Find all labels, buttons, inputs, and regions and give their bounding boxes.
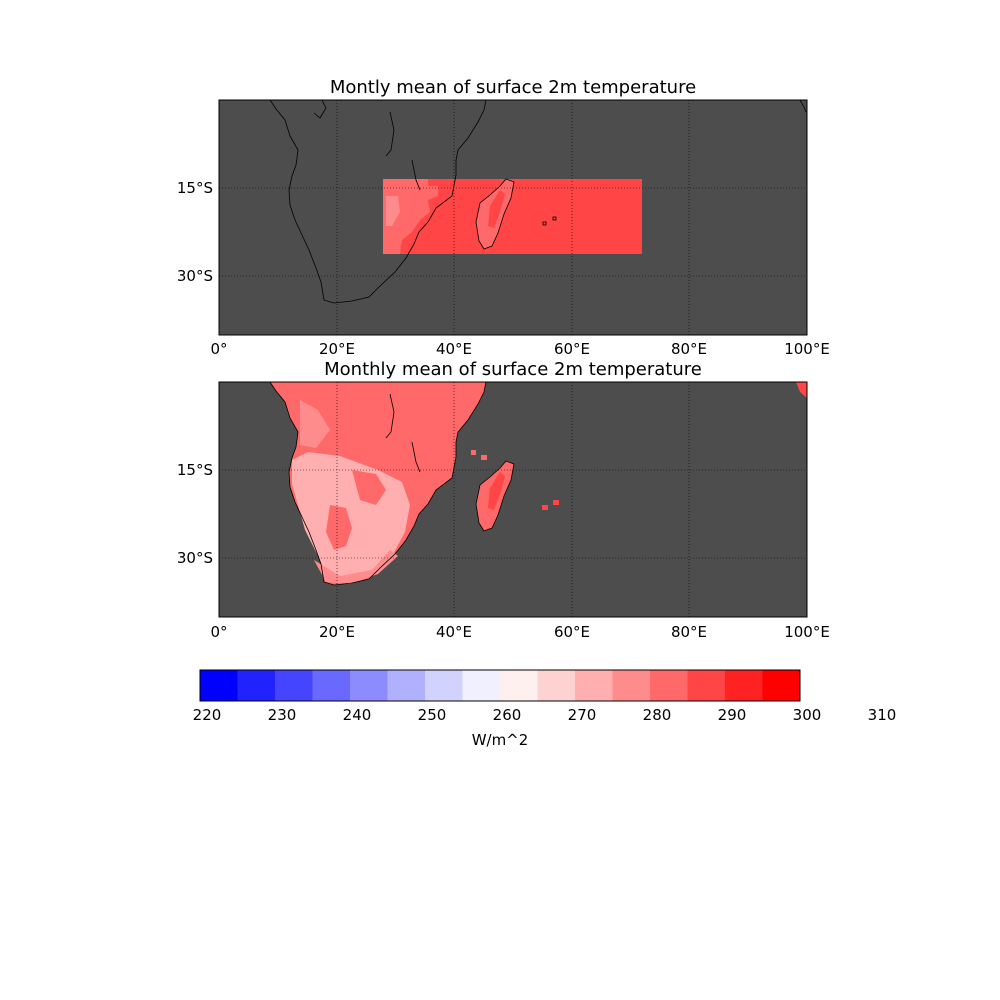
map-panel-1: Montly mean of surface 2m temperature: [177, 77, 830, 358]
field-africa-warm-pocket-1: [326, 505, 352, 550]
colorbar-tick-label: 240: [343, 706, 372, 724]
panel-1-lat-label-30s: 30°S: [177, 267, 213, 285]
colorbar-tick-label: 250: [418, 706, 447, 724]
colorbar-swatch: [312, 670, 351, 701]
field-comoros-1: [471, 450, 476, 455]
colorbar-swatch: [462, 670, 501, 701]
panel-1-frame: [218, 99, 808, 336]
colorbar-swatch: [650, 670, 688, 701]
panel-2-temperature-field: [270, 382, 807, 585]
colorbar-swatch: [200, 670, 238, 701]
colorbar-swatch: [425, 670, 463, 701]
colorbar-tick-label: 260: [493, 706, 522, 724]
panel-1-title: Montly mean of surface 2m temperature: [330, 77, 696, 98]
field-mascarene-2: [553, 500, 559, 505]
africa-coastline-2: [269, 382, 487, 586]
panel-2-frame: [218, 381, 808, 618]
mascarene-islands: [542, 216, 557, 226]
panel-2-lon-label-0: 0°: [210, 623, 227, 641]
colorbar-tick-label: 280: [643, 706, 672, 724]
colorbar-tick-label: 230: [268, 706, 297, 724]
map-panel-2: Monthly mean of surface 2m temperature: [177, 359, 830, 641]
colorbar: 220 230 240 250 260 270 280 290 300 310 W/m^2: [193, 669, 897, 749]
colorbar-swatch: [387, 670, 426, 701]
colorbar-label: W/m^2: [472, 731, 529, 749]
colorbar-tick-label: 310: [868, 706, 897, 724]
panel-2-lat-label-30s: 30°S: [177, 549, 213, 567]
panel-2-lon-label-40e: 40°E: [436, 623, 472, 641]
madagascar-coastline: [475, 178, 515, 250]
panel-2-lon-label-20e: 20°E: [319, 623, 355, 641]
panel-1-lat-label-15s: 15°S: [177, 179, 213, 197]
colorbar-tick-label: 300: [793, 706, 822, 724]
panel-1-lon-label-20e: 20°E: [319, 340, 355, 358]
field-mascarene-1: [542, 505, 548, 510]
panel-1-lon-label-40e: 40°E: [436, 340, 472, 358]
colorbar-tick-label: 290: [718, 706, 747, 724]
colorbar-tick-label: 220: [193, 706, 222, 724]
field-india-tip: [796, 382, 807, 398]
field-africa-warm-pocket-2: [352, 470, 386, 505]
colorbar-swatch: [500, 670, 538, 701]
lake-tanganyika: [385, 111, 395, 157]
colorbar-swatch: [687, 670, 726, 701]
colorbar-swatch: [237, 670, 276, 701]
lake-malawi: [411, 159, 421, 191]
lake-tanganyika-2: [385, 393, 395, 439]
colorbar-tick-label: 270: [568, 706, 597, 724]
panel-1-lon-label-100e: 100°E: [784, 340, 830, 358]
panel-2-lon-label-80e: 80°E: [671, 623, 707, 641]
colorbar-swatch: [350, 670, 388, 701]
colorbar-swatch: [612, 670, 651, 701]
colorbar-ticks: 220 230 240 250 260 270 280 290 300 310: [193, 706, 897, 724]
colorbar-frame: [199, 669, 801, 702]
colorbar-swatch: [725, 670, 763, 701]
panel-2-coastlines: [269, 382, 515, 586]
panel-2-lat-label-15s: 15°S: [177, 461, 213, 479]
field-africa-mild-band: [300, 400, 330, 448]
panel-1-lon-label-0: 0°: [210, 340, 227, 358]
madagascar-coastline-2: [475, 460, 515, 532]
panel-2-title: Monthly mean of surface 2m temperature: [324, 359, 702, 380]
field-madagascar-2-inner: [488, 472, 505, 510]
africa-coastline: [269, 100, 487, 304]
field-mainland-mild: [386, 196, 400, 226]
colorbar-swatch: [762, 670, 801, 701]
lake-malawi-2: [411, 441, 421, 473]
field-comoros-2: [481, 455, 487, 460]
panel-2-lon-label-60e: 60°E: [554, 623, 590, 641]
panel-2-lon-label-100e: 100°E: [784, 623, 830, 641]
india-tip: [799, 100, 807, 113]
field-madagascar-inner: [488, 190, 505, 228]
panel-1-lon-label-80e: 80°E: [671, 340, 707, 358]
panel-1-coastlines: [269, 100, 807, 304]
colorbar-swatch: [537, 670, 576, 701]
colorbar-swatch: [275, 670, 313, 701]
colorbar-swatches: [200, 670, 801, 701]
panel-1-lon-label-60e: 60°E: [554, 340, 590, 358]
field-africa-mild-ring: [314, 550, 398, 584]
lake-victoria: [313, 100, 327, 119]
colorbar-swatch: [575, 670, 613, 701]
